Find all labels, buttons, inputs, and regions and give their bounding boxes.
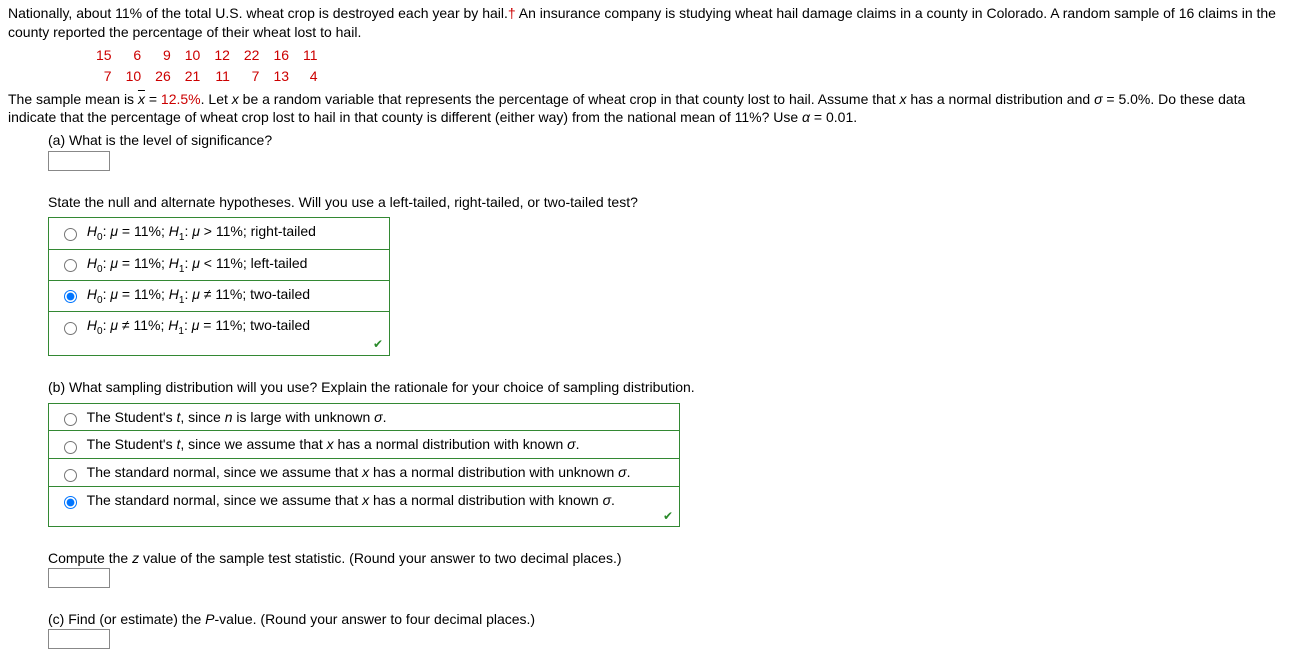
distribution-radio-group: The Student's t, since n is large with u… [48, 403, 680, 528]
z-value-input[interactable] [48, 568, 110, 588]
intro-text: Nationally, about 11% of the total U.S. … [8, 4, 1282, 42]
hyp-option-4[interactable]: H0: μ ≠ 11%; H1: μ = 11%; two-tailed [49, 312, 389, 342]
radio-input[interactable] [64, 259, 77, 272]
significance-input[interactable] [48, 151, 110, 171]
dist-option-2[interactable]: The Student's t, since we assume that x … [49, 431, 679, 459]
dist-option-3[interactable]: The standard normal, since we assume tha… [49, 459, 679, 487]
check-icon: ✔ [373, 336, 383, 352]
radio-input[interactable] [64, 441, 77, 454]
radio-input[interactable] [64, 496, 77, 509]
question-a: (a) What is the level of significance? [48, 131, 1282, 170]
check-icon: ✔ [663, 508, 673, 524]
table-row: 15 6 9 10 12 22 16 11 [90, 46, 324, 65]
radio-input[interactable] [64, 290, 77, 303]
sample-mean-value: 12.5% [161, 91, 201, 107]
table-row: 7 10 26 21 11 7 13 4 [90, 67, 324, 86]
hyp-option-1[interactable]: H0: μ = 11%; H1: μ > 11%; right-tailed [49, 218, 389, 249]
hypotheses-radio-group: H0: μ = 11%; H1: μ > 11%; right-tailed H… [48, 217, 390, 355]
hypotheses-prompt: State the null and alternate hypotheses.… [48, 193, 1282, 212]
dist-option-4[interactable]: The standard normal, since we assume tha… [49, 487, 679, 514]
question-c: (c) Find (or estimate) the P-value. (Rou… [48, 610, 1282, 649]
dagger-icon: † [508, 5, 516, 21]
dist-option-1[interactable]: The Student's t, since n is large with u… [49, 404, 679, 432]
hyp-option-2[interactable]: H0: μ = 11%; H1: μ < 11%; left-tailed [49, 250, 389, 281]
sample-data-table: 15 6 9 10 12 22 16 11 7 10 26 21 11 7 13… [88, 44, 326, 88]
intro-part1: Nationally, about 11% of the total U.S. … [8, 5, 508, 21]
radio-input[interactable] [64, 413, 77, 426]
xbar-symbol: x [138, 91, 145, 107]
p-value-input[interactable] [48, 629, 110, 649]
hyp-option-3[interactable]: H0: μ = 11%; H1: μ ≠ 11%; two-tailed [49, 281, 389, 312]
radio-input[interactable] [64, 322, 77, 335]
radio-input[interactable] [64, 469, 77, 482]
radio-input[interactable] [64, 228, 77, 241]
z-prompt: Compute the z value of the sample test s… [48, 549, 1282, 588]
question-b: (b) What sampling distribution will you … [48, 378, 1282, 397]
mean-sentence: The sample mean is x = 12.5%. Let x be a… [8, 90, 1282, 128]
